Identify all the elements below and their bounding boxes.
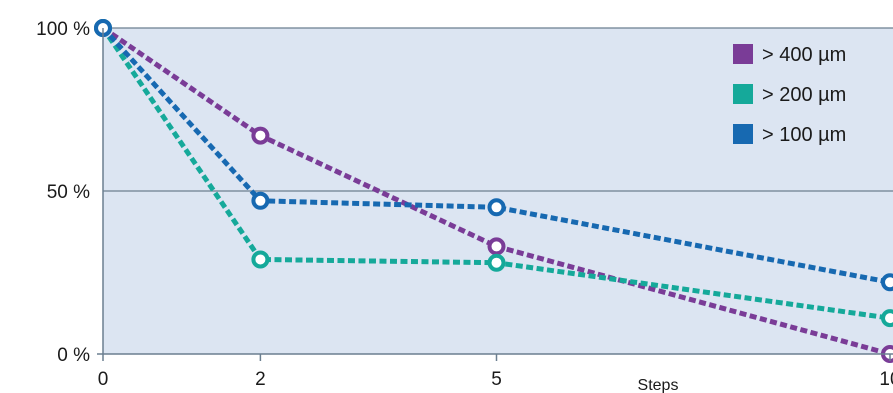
axis-layer: 0 % 50 % 100 % 0 2 5 10 [36,19,893,390]
y-tick-label: 50 % [47,182,90,203]
x-tick-label: 5 [491,369,502,390]
grid-layer [103,27,893,192]
legend-swatch [733,84,753,104]
x-axis-title: Steps [638,377,679,393]
data-point [251,250,270,269]
series-layer [94,19,893,363]
data-point [251,126,270,145]
x-tick-label: 2 [255,369,266,390]
data-point [881,309,893,328]
legend-label: > 100 µm [762,124,846,146]
x-tick-label: 0 [98,369,109,390]
series-line [100,26,891,321]
legend-swatch [733,44,753,64]
data-point [251,191,270,210]
legend: > 400 µm > 200 µm > 100 µm [733,44,846,146]
data-point [881,273,893,292]
y-tick-label: 0 % [57,345,90,366]
y-tick-label: 100 % [36,19,90,40]
series-line [101,25,891,357]
data-point [487,198,506,217]
data-point [487,237,506,256]
legend-swatch [733,124,753,144]
legend-label: > 400 µm [762,44,846,66]
series-line [101,26,891,285]
legend-label: > 200 µm [762,84,846,106]
x-tick-label: 10 [879,369,893,390]
data-point [487,253,506,272]
